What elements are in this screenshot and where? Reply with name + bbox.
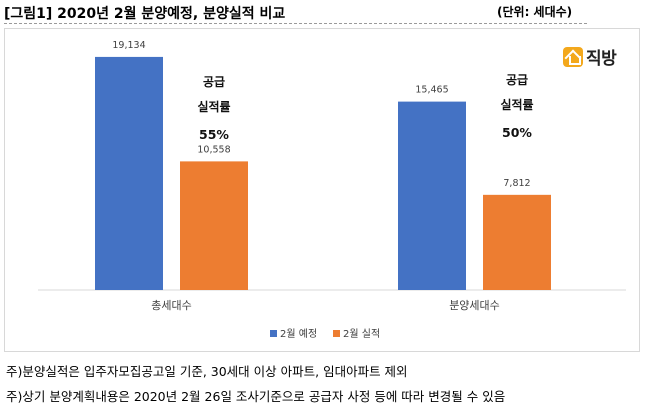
footnote-1: 주)분양실적은 입주자모집공고일 기준, 30세대 이상 아파트, 임대아파트 … [6,364,408,379]
house-icon [563,46,583,67]
bar-plan [95,56,163,291]
annotation-text: 실적률 [197,99,230,114]
data-label: 7,812 [503,178,530,189]
category-label: 총세대수 [151,299,191,312]
unit-label: (단위: 세대수) [497,5,573,19]
annotation-text: 50% [502,125,532,140]
annotation-text: 55% [199,127,229,142]
legend-swatch [270,330,277,337]
legend-swatch [333,330,340,337]
annotation-text: 실적률 [500,97,533,112]
logo-text: 직방 [586,49,617,69]
data-label: 19,134 [112,40,145,51]
figure-title: [그림1] 2020년 2월 분양예정, 분양실적 비교 [4,6,286,22]
header-divider [4,23,587,24]
data-label: 15,465 [415,85,448,96]
bar-plan [398,101,466,290]
legend-label: 2월 실적 [343,328,380,340]
data-label: 10,558 [197,144,230,155]
footnote-2: 주)상기 분양계획내용은 2020년 2월 26일 조사기준으로 공급자 사정 … [6,389,506,404]
legend-label: 2월 예정 [280,328,317,340]
figure-header: [그림1] 2020년 2월 분양예정, 분양실적 비교 (단위: 세대수) [0,0,649,26]
category-label: 분양세대수 [449,299,500,312]
annotation-text: 공급 [203,75,225,89]
zigbang-logo: 직방 [563,44,617,69]
bar-actual [483,194,551,290]
annotation-text: 공급 [506,73,528,87]
bar-actual [180,161,248,290]
